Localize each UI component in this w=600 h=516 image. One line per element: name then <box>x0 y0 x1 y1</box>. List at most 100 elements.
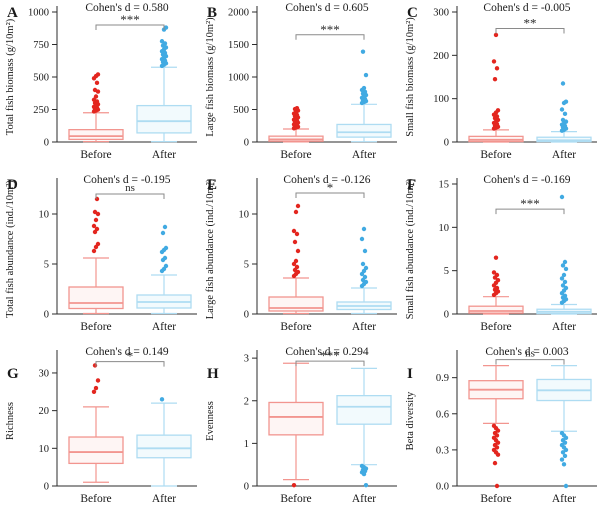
y-tick-label: 15 <box>439 180 450 191</box>
y-tick-label: 500 <box>33 73 49 84</box>
x-category-label: After <box>352 321 376 333</box>
outlier-dot <box>294 231 300 237</box>
panel-h: 0 1 2 3 Evenness Cohen's d = 0.294 H Before Afte… <box>205 346 397 505</box>
significance-label: *** <box>520 196 540 211</box>
x-category-label: After <box>152 149 176 161</box>
y-tick-label: 30 <box>39 368 50 379</box>
panel-i: 0.0 0.3 0.6 0.9 Beta diversity Cohen's d = 0.… <box>405 346 597 505</box>
x-category-label: Before <box>80 321 111 333</box>
y-axis-title: Evenness <box>205 401 216 441</box>
outlier-dot <box>163 263 169 269</box>
y-tick-label: 200 <box>433 51 449 62</box>
outlier-dot <box>361 85 367 91</box>
y-tick-label: 0.3 <box>436 445 449 456</box>
box-before <box>468 32 524 143</box>
outlier-dot <box>292 239 298 245</box>
outlier-dot <box>560 263 566 268</box>
outlier-dot <box>159 39 165 44</box>
outlier-dot <box>363 482 369 488</box>
outlier-dot <box>91 248 97 254</box>
outlier-dot <box>561 272 567 278</box>
outlier-dot <box>562 111 568 117</box>
box-after <box>536 81 592 143</box>
x-category-label: Before <box>480 321 511 333</box>
significance-bracket <box>95 193 165 199</box>
x-category-label: After <box>152 321 176 333</box>
y-axis-title: Total fish biomass (g/10m²) <box>5 18 16 135</box>
significance-bracket <box>95 361 165 367</box>
box-before <box>468 365 524 489</box>
outlier-dot <box>91 389 97 394</box>
panel-letter: I <box>407 366 413 382</box>
x-category-label: Before <box>480 493 511 505</box>
x-category-label: Before <box>280 321 311 333</box>
outlier-dot <box>160 230 166 236</box>
panel-letter: B <box>207 5 217 21</box>
x-category-label: Before <box>80 493 111 505</box>
outlier-dot <box>495 452 501 457</box>
box-after <box>336 49 392 143</box>
outlier-dot <box>163 25 169 30</box>
outlier-dot <box>561 462 567 467</box>
outlier-dot <box>94 196 100 202</box>
outlier-dot <box>162 255 168 261</box>
box-after <box>136 397 192 487</box>
significance-bracket <box>295 192 365 198</box>
outlier-dot <box>93 217 99 223</box>
outlier-dot <box>363 72 369 78</box>
outlier-dot <box>494 445 500 450</box>
y-tick-label: 20 <box>39 406 50 417</box>
x-category-label: After <box>352 493 376 505</box>
y-tick-label: 1 <box>244 439 249 450</box>
box-after <box>336 226 392 315</box>
significance-bracket <box>295 34 365 40</box>
outlier-dot <box>563 435 569 441</box>
y-tick-label: 2000 <box>228 8 249 19</box>
cohens-d-title: Cohen's d = -0.126 <box>283 174 370 186</box>
significance-label: ns <box>525 348 535 360</box>
outlier-dot <box>92 87 98 93</box>
iqr-box <box>336 123 392 138</box>
iqr-box <box>136 104 192 134</box>
panel-letter: D <box>7 177 18 193</box>
x-category-label: Before <box>480 149 511 161</box>
y-tick-label: 0 <box>44 138 49 149</box>
outlier-dot <box>494 66 500 71</box>
y-tick-label: 10 <box>39 444 50 455</box>
box-before <box>68 196 124 315</box>
significance-label: * <box>127 349 134 364</box>
box-before <box>468 255 524 315</box>
outlier-dot <box>94 80 100 86</box>
outlier-dot <box>162 224 168 230</box>
y-tick-label: 0.9 <box>436 373 449 384</box>
outlier-dot <box>291 228 297 234</box>
y-tick-label: 0 <box>444 138 449 149</box>
iqr-box <box>336 394 392 425</box>
x-category-label: After <box>552 321 576 333</box>
outlier-dot <box>563 99 569 104</box>
panel-letter: F <box>407 177 416 193</box>
outlier-dot <box>293 209 299 215</box>
outlier-dot <box>491 270 497 275</box>
iqr-box <box>468 305 524 314</box>
cohens-d-title: Cohen's d = -0.169 <box>483 174 570 186</box>
box-after <box>336 367 392 488</box>
panel-g: 0 10 20 30 Richness Cohen's d = 0.149 G Before A… <box>5 346 197 505</box>
y-axis-title: Large fish biomass (g/10m²) <box>205 17 216 137</box>
outlier-dot <box>492 460 498 466</box>
significance-label: ** <box>524 15 537 30</box>
y-axis-title: Beta diversity <box>405 391 416 450</box>
box-before <box>268 106 324 143</box>
y-axis-title: Small fish abundance (ind./10m²) <box>405 178 416 319</box>
significance-label: *** <box>320 348 340 363</box>
outlier-dot <box>559 107 565 112</box>
y-tick-label: 2 <box>244 396 249 407</box>
y-tick-label: 5 <box>44 260 49 271</box>
outlier-dot <box>494 285 500 291</box>
significance-label: *** <box>120 12 140 27</box>
outlier-dot <box>363 265 369 271</box>
box-after <box>536 365 592 489</box>
cohens-d-title: Cohen's d = 0.580 <box>85 2 169 14</box>
box-after <box>536 194 592 315</box>
